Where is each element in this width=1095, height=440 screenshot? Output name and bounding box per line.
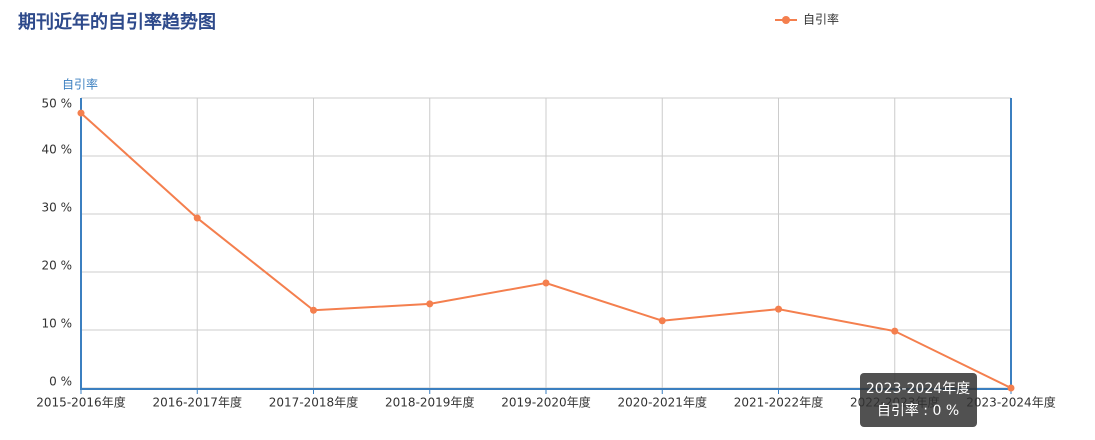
point: [77, 109, 85, 117]
x-tick-label: 2019-2020年度: [501, 395, 590, 410]
x-tick-label: 2023-2024年度: [966, 395, 1055, 410]
y-tick-label: 20 %: [42, 259, 73, 273]
y-tick-label: 10 %: [42, 317, 73, 331]
x-tick-label: 2016-2017年度: [153, 395, 242, 410]
point: [542, 279, 550, 287]
x-tick-label: 2021-2022年度: [734, 395, 823, 410]
legend-marker: [782, 16, 790, 24]
y-axis-label: 自引率: [62, 77, 98, 92]
tooltip-box: [860, 373, 977, 427]
chart-title: 期刊近年的自引率趋势图: [18, 11, 216, 33]
y-tick-label: 0 %: [49, 375, 72, 389]
tooltip-title: 2023-2024年度: [866, 381, 970, 397]
x-tick-label: 2015-2016年度: [36, 395, 125, 410]
x-tick-label: 2018-2019年度: [385, 395, 474, 410]
point: [193, 214, 201, 222]
point: [775, 305, 782, 313]
point: [1007, 384, 1015, 392]
point: [891, 327, 899, 335]
y-tick-label: 50 %: [42, 97, 73, 111]
x-tick-label: 2017-2018年度: [269, 395, 358, 410]
y-tick-label: 30 %: [42, 201, 73, 215]
point: [310, 306, 317, 314]
y-tick-label: 40 %: [42, 143, 73, 157]
tooltip-text: 自引率 : 0 %: [877, 402, 959, 419]
x-tick-label: 2020-2021年度: [618, 395, 707, 410]
legend-label: 自引率: [803, 12, 839, 27]
point: [658, 317, 666, 325]
point: [426, 300, 434, 308]
